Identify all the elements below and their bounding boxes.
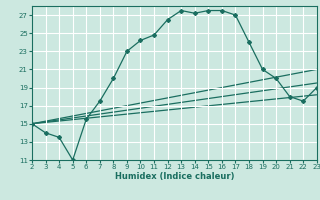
- X-axis label: Humidex (Indice chaleur): Humidex (Indice chaleur): [115, 172, 234, 181]
